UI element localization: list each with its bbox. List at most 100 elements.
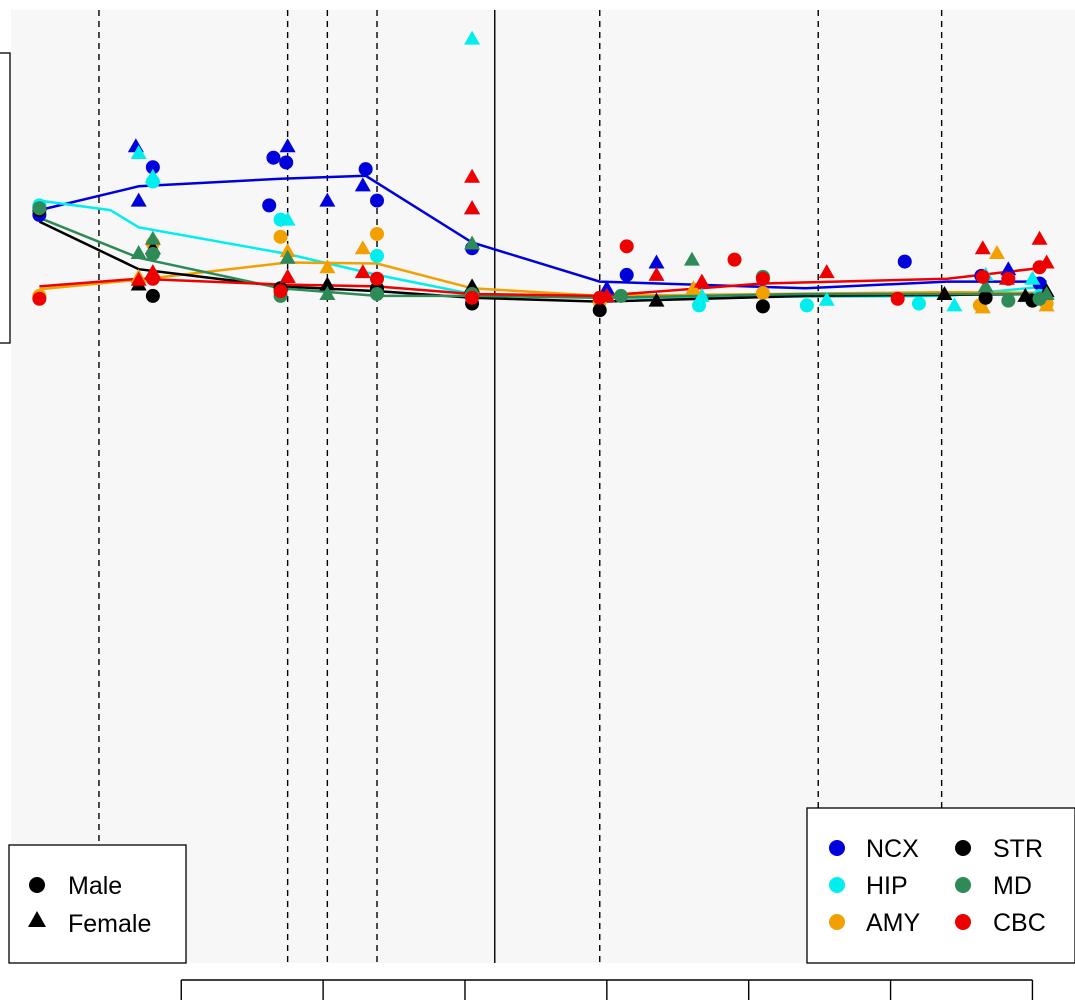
point-hip-female-2	[279, 211, 296, 226]
point-cbc-male-4	[465, 290, 480, 305]
point-md-female-7	[1038, 285, 1055, 300]
str-dot-icon	[955, 840, 971, 856]
cbc-dot-icon	[955, 914, 971, 930]
point-hip-male-5	[799, 298, 814, 313]
point-hip-male-3	[370, 248, 385, 263]
point-cbc-female-10	[974, 240, 991, 255]
point-amy-female-5	[988, 245, 1005, 260]
point-ncx-male-1	[145, 160, 160, 175]
upper-left-box	[0, 52, 11, 344]
point-amy-female-4	[685, 280, 702, 295]
legend-female-label: Female	[68, 910, 151, 938]
point-ncx-female-6	[598, 280, 615, 295]
point-cbc-female-5	[464, 200, 481, 215]
point-hip-female-6	[818, 291, 835, 306]
female-triangle-icon	[28, 911, 46, 927]
point-ncx-female-3	[319, 192, 336, 207]
point-amy-female-7	[1038, 297, 1055, 312]
point-md-male-5	[614, 288, 629, 303]
point-md-female-4	[464, 235, 481, 250]
hip-dot-icon	[829, 877, 845, 893]
ncx-dot-icon	[829, 840, 845, 856]
point-cbc-female-9	[818, 264, 835, 279]
point-amy-female-3	[354, 240, 371, 255]
point-ncx-female-4	[354, 177, 371, 192]
point-ncx-female-7	[648, 254, 665, 269]
point-str-male-1	[145, 288, 160, 303]
point-cbc-female-2	[279, 268, 296, 283]
point-amy-male-3	[370, 226, 385, 241]
point-cbc-female-3	[354, 264, 371, 279]
point-hip-female-1	[144, 168, 161, 183]
point-ncx-female-8	[1000, 261, 1017, 276]
point-cbc-male-6	[619, 239, 634, 254]
point-amy-male-2	[273, 229, 288, 244]
point-ncx-male-2	[262, 198, 277, 213]
point-ncx-male-4	[279, 155, 294, 170]
point-str-male-5	[592, 303, 607, 318]
point-md-male-0	[32, 201, 47, 216]
trend-line-amy	[39, 261, 1047, 298]
color-legend: NCX STR HIP MD AMY CBC	[806, 807, 1075, 964]
point-amy-female-2	[319, 259, 336, 274]
point-hip-female-3	[464, 30, 481, 45]
legend-amy-label: AMY	[866, 909, 921, 937]
point-str-female-6	[936, 285, 953, 300]
point-amy-male-6	[755, 286, 770, 301]
point-ncx-male-9	[897, 254, 912, 269]
point-hip-female-0	[130, 144, 147, 159]
point-hip-female-7	[946, 297, 963, 312]
male-circle-icon	[29, 877, 45, 893]
point-cbc-male-8	[755, 271, 770, 286]
x-axis	[180, 979, 1034, 1000]
point-md-female-0	[130, 245, 147, 260]
point-cbc-female-11	[998, 270, 1015, 285]
legend-md-label: MD	[993, 872, 1032, 900]
point-cbc-male-7	[727, 252, 742, 267]
point-cbc-female-4	[464, 168, 481, 183]
point-cbc-female-12	[1031, 230, 1048, 245]
point-cbc-male-0	[32, 291, 47, 306]
point-hip-female-9	[1024, 270, 1041, 285]
point-cbc-male-2	[273, 284, 288, 299]
md-dot-icon	[955, 877, 971, 893]
point-str-male-6	[755, 299, 770, 314]
point-cbc-male-10	[975, 269, 990, 284]
plot-background	[11, 10, 1075, 963]
point-ncx-male-5	[358, 162, 373, 177]
point-amy-female-6	[974, 299, 991, 314]
point-cbc-female-13	[1038, 254, 1055, 269]
point-md-female-1	[144, 230, 161, 245]
point-md-male-7	[1001, 293, 1016, 308]
point-str-male-7	[978, 290, 993, 305]
point-md-male-1	[145, 246, 160, 261]
point-cbc-female-8	[693, 273, 710, 288]
point-hip-male-4	[692, 298, 707, 313]
legend-cbc-label: CBC	[993, 909, 1046, 937]
point-hip-female-5	[693, 287, 710, 302]
point-md-female-5	[683, 251, 700, 266]
point-ncx-female-2	[279, 138, 296, 153]
point-md-female-6	[977, 278, 994, 293]
legend-ncx-label: NCX	[866, 835, 919, 863]
point-ncx-male-3	[266, 150, 281, 165]
point-cbc-male-3	[370, 271, 385, 286]
point-cbc-female-7	[648, 266, 665, 281]
point-cbc-female-1	[144, 264, 161, 279]
point-md-female-2	[279, 249, 296, 264]
point-cbc-male-9	[890, 291, 905, 306]
point-md-female-3	[319, 285, 336, 300]
point-hip-male-6	[911, 296, 926, 311]
legend-hip-label: HIP	[866, 872, 908, 900]
point-cbc-female-0	[130, 271, 147, 286]
point-str-female-5	[648, 292, 665, 307]
data-points	[32, 30, 1055, 318]
legend-str-label: STR	[993, 835, 1043, 863]
amy-dot-icon	[829, 914, 845, 930]
color-legend-box	[806, 807, 1075, 964]
legend-male-label: Male	[68, 872, 122, 900]
point-ncx-male-6	[370, 193, 385, 208]
shape-legend-box	[8, 844, 187, 964]
point-md-male-3	[370, 286, 385, 301]
